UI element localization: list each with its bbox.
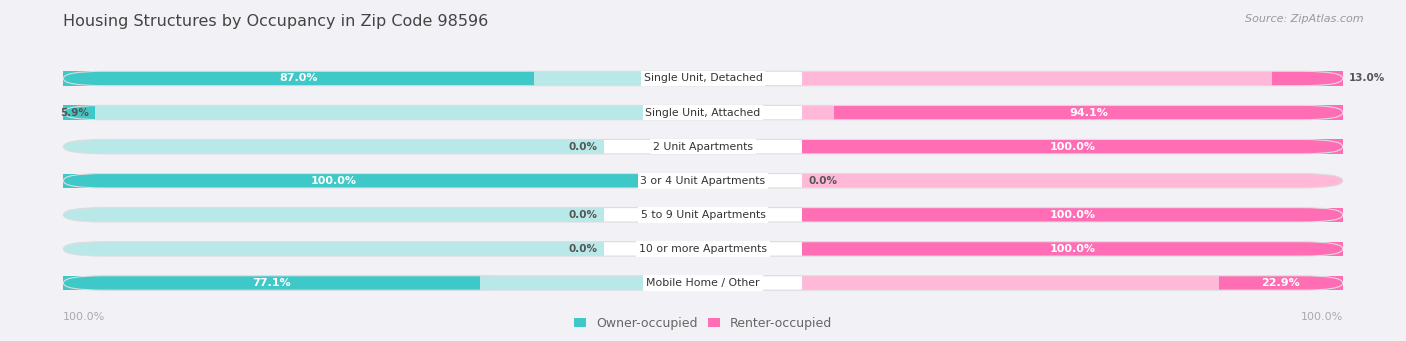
Text: 94.1%: 94.1% [1069,107,1108,118]
Text: Mobile Home / Other: Mobile Home / Other [647,278,759,288]
FancyBboxPatch shape [63,174,645,188]
Text: 13.0%: 13.0% [1350,74,1385,84]
Text: Source: ZipAtlas.com: Source: ZipAtlas.com [1246,14,1364,24]
Text: Single Unit, Attached: Single Unit, Attached [645,107,761,118]
FancyBboxPatch shape [63,71,703,86]
FancyBboxPatch shape [703,105,1343,120]
FancyBboxPatch shape [63,242,703,256]
Legend: Owner-occupied, Renter-occupied: Owner-occupied, Renter-occupied [568,312,838,335]
FancyBboxPatch shape [63,276,522,290]
Text: 0.0%: 0.0% [808,176,838,186]
Bar [603,105,803,120]
Text: 22.9%: 22.9% [1261,278,1301,288]
FancyBboxPatch shape [63,105,703,120]
Text: 100.0%: 100.0% [1049,210,1095,220]
Text: Single Unit, Detached: Single Unit, Detached [644,74,762,84]
FancyBboxPatch shape [63,208,703,222]
FancyBboxPatch shape [63,71,575,86]
Text: 0.0%: 0.0% [568,244,598,254]
Text: 10 or more Apartments: 10 or more Apartments [638,244,768,254]
Text: 100.0%: 100.0% [311,176,357,186]
Bar [603,174,703,188]
Text: 2 Unit Apartments: 2 Unit Apartments [652,142,754,152]
Text: 3 or 4 Unit Apartments: 3 or 4 Unit Apartments [641,176,765,186]
Bar [1272,71,1343,86]
FancyBboxPatch shape [703,276,1343,290]
Bar [63,105,96,120]
Bar [1219,276,1343,290]
Text: 0.0%: 0.0% [568,142,598,152]
Text: 87.0%: 87.0% [280,74,318,84]
Bar [803,139,1343,154]
Bar [803,208,1343,222]
FancyBboxPatch shape [703,242,1343,256]
Text: 0.0%: 0.0% [568,210,598,220]
Bar [603,139,803,154]
Text: 77.1%: 77.1% [252,278,291,288]
FancyBboxPatch shape [703,208,1343,222]
Bar [63,174,603,188]
FancyBboxPatch shape [63,276,703,290]
Bar [533,71,703,86]
Bar [479,276,703,290]
Bar [603,174,803,188]
Bar [803,242,1343,256]
Text: 100.0%: 100.0% [63,312,105,322]
Bar [834,105,1343,120]
Text: 100.0%: 100.0% [1049,244,1095,254]
Bar [63,276,479,290]
Text: 5 to 9 Unit Apartments: 5 to 9 Unit Apartments [641,210,765,220]
Bar [603,242,803,256]
FancyBboxPatch shape [703,139,1343,154]
Bar [96,105,703,120]
Bar [603,276,803,290]
FancyBboxPatch shape [703,174,1343,188]
FancyBboxPatch shape [63,174,703,188]
FancyBboxPatch shape [703,71,1343,86]
Bar [63,71,533,86]
Text: 5.9%: 5.9% [60,107,89,118]
Bar [603,71,803,86]
Text: 100.0%: 100.0% [1049,142,1095,152]
FancyBboxPatch shape [63,139,703,154]
FancyBboxPatch shape [63,105,136,120]
Text: Housing Structures by Occupancy in Zip Code 98596: Housing Structures by Occupancy in Zip C… [63,14,488,29]
Text: 100.0%: 100.0% [1301,312,1343,322]
Bar [603,208,803,222]
